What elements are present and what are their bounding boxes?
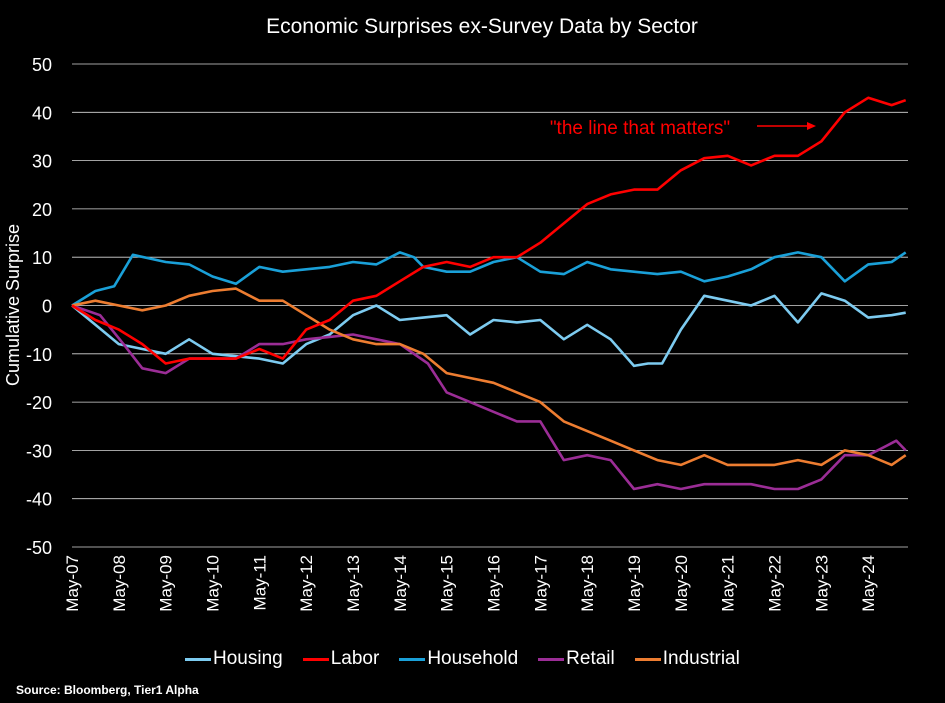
legend-item-retail: Retail xyxy=(538,648,615,670)
y-tick-label: 20 xyxy=(32,200,52,220)
legend-label: Housing xyxy=(213,648,283,669)
annotation-arrow xyxy=(757,122,816,130)
legend-swatch xyxy=(185,657,211,661)
y-tick-label: 10 xyxy=(32,248,52,268)
y-tick-label: -40 xyxy=(26,490,52,510)
legend-item-household: Household xyxy=(399,648,518,670)
x-tick-label: May-16 xyxy=(485,555,504,612)
x-tick-label: May-10 xyxy=(204,555,223,612)
legend-swatch xyxy=(634,657,661,661)
y-tick-label: 30 xyxy=(32,152,52,172)
legend-swatch xyxy=(538,657,565,661)
series-line-labor xyxy=(71,96,907,365)
series-line-household xyxy=(71,251,907,307)
x-tick-label: May-19 xyxy=(625,555,644,612)
x-tick-label: May-21 xyxy=(719,555,738,612)
legend-swatch xyxy=(302,657,329,661)
legend-label: Labor xyxy=(330,648,380,669)
x-tick-label: May-20 xyxy=(672,555,691,612)
source-note: Source: Bloomberg, Tier1 Alpha xyxy=(16,683,199,697)
x-tick-label: May-11 xyxy=(250,555,269,610)
series-line-retail xyxy=(71,304,907,491)
x-tick-label: May-12 xyxy=(297,555,316,612)
legend-label: Retail xyxy=(566,648,615,669)
legend: Housing Labor Household Retail Industrial xyxy=(185,648,740,670)
y-tick-label: 50 xyxy=(32,55,52,75)
legend-swatch xyxy=(399,657,426,661)
x-tick-label: May-13 xyxy=(344,555,363,612)
x-tick-label: May-17 xyxy=(531,555,550,612)
legend-label: Industrial xyxy=(662,648,740,669)
y-tick-label: -20 xyxy=(26,393,52,413)
series-line-housing xyxy=(71,292,906,368)
y-tick-label: -10 xyxy=(26,345,52,365)
chart-title: Economic Surprises ex-Survey Data by Sec… xyxy=(266,15,698,38)
y-tick-label: 40 xyxy=(32,103,52,123)
x-tick-label: May-22 xyxy=(766,555,785,612)
legend-item-industrial: Industrial xyxy=(634,648,740,670)
legend-item-housing: Housing xyxy=(185,648,283,670)
y-tick-label: -50 xyxy=(26,538,52,558)
y-axis-label: Cumulative Surprise xyxy=(3,224,23,386)
x-tick-label: May-15 xyxy=(438,555,457,612)
legend-label: Household xyxy=(427,648,519,669)
series-line-industrial xyxy=(71,287,907,467)
x-tick-label: May-24 xyxy=(859,555,878,612)
annotation-text: "the line that matters" xyxy=(550,118,730,139)
y-tick-label: -30 xyxy=(26,441,52,461)
x-tick-label: May-23 xyxy=(812,555,831,612)
legend-item-labor: Labor xyxy=(302,648,380,670)
y-tick-label: 0 xyxy=(42,297,52,317)
x-tick-label: May-14 xyxy=(391,555,410,612)
x-tick-label: May-09 xyxy=(157,555,176,612)
x-tick-label: May-07 xyxy=(63,555,82,612)
x-tick-label: May-08 xyxy=(110,555,129,612)
x-tick-label: May-18 xyxy=(578,555,597,612)
